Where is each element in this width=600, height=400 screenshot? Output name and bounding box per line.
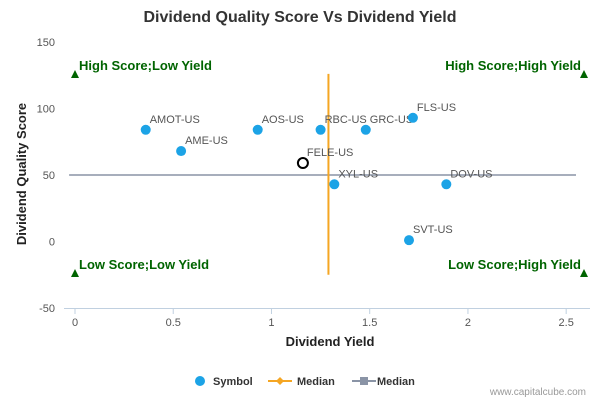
y-axis-title: Dividend Quality Score: [14, 103, 29, 245]
legend-label-symbol: Symbol: [213, 376, 253, 388]
x-tick-label: 2.5: [559, 317, 574, 329]
y-tick-label: 50: [43, 170, 55, 182]
x-tick-label: 2: [465, 317, 471, 329]
y-tick-label: 150: [37, 37, 55, 49]
x-tick-label: 0: [72, 317, 78, 329]
quadrant-label: Low Score;High Yield: [448, 257, 581, 272]
highlight-point: [296, 157, 309, 170]
data-point: [441, 179, 452, 190]
x-tick-label: 1: [268, 317, 274, 329]
quadrant-marker-icon: [71, 269, 79, 277]
data-point-label: GRC-US: [370, 114, 413, 126]
legend: Symbol Median Median: [195, 376, 415, 388]
credit-text: www.capitalcube.com: [489, 387, 586, 398]
data-point: [360, 124, 371, 135]
x-axis-title: Dividend Yield: [286, 334, 375, 349]
quadrant-label: Low Score;Low Yield: [79, 257, 209, 272]
x-tick-label: 0.5: [166, 317, 181, 329]
legend-label-median: Median: [377, 376, 415, 388]
quadrant-label: High Score;Low Yield: [79, 58, 212, 73]
data-point-label: FLS-US: [417, 102, 456, 114]
data-point: [252, 124, 263, 135]
legend-median-marker-icon: [276, 377, 284, 385]
chart-title: Dividend Quality Score Vs Dividend Yield: [144, 9, 457, 26]
data-point-label: AOS-US: [262, 114, 304, 126]
plot-area: 0 0.5 1 1.5 2 2.5 -50 0 50 100 150 High Score;Low Y…: [37, 37, 590, 329]
quadrant-marker-icon: [71, 70, 79, 78]
data-point-label: XYL-US: [338, 168, 378, 180]
quadrant-marker-icon: [580, 70, 588, 78]
data-point: [407, 112, 418, 123]
x-tick-label: 1.5: [362, 317, 377, 329]
data-point: [329, 179, 340, 190]
highlight-point-label: FELE-US: [307, 147, 353, 159]
data-point-label: AME-US: [185, 135, 228, 147]
data-point: [176, 146, 187, 157]
quadrant-label: High Score;High Yield: [445, 58, 581, 73]
data-point: [140, 124, 151, 135]
data-point-label: SVT-US: [413, 224, 453, 236]
y-tick-label: -50: [39, 303, 55, 315]
legend-median-marker-icon: [360, 377, 368, 385]
y-tick-label: 0: [49, 237, 55, 249]
quadrant-marker-icon: [580, 269, 588, 277]
data-point-label: DOV-US: [450, 168, 492, 180]
data-point: [315, 124, 326, 135]
legend-label-median: Median: [297, 376, 335, 388]
data-point-label: AMOT-US: [150, 114, 200, 126]
legend-symbol-icon: [195, 376, 205, 386]
y-tick-label: 100: [37, 104, 55, 116]
data-point-label: RBC-US: [325, 114, 367, 126]
data-point: [404, 235, 414, 246]
